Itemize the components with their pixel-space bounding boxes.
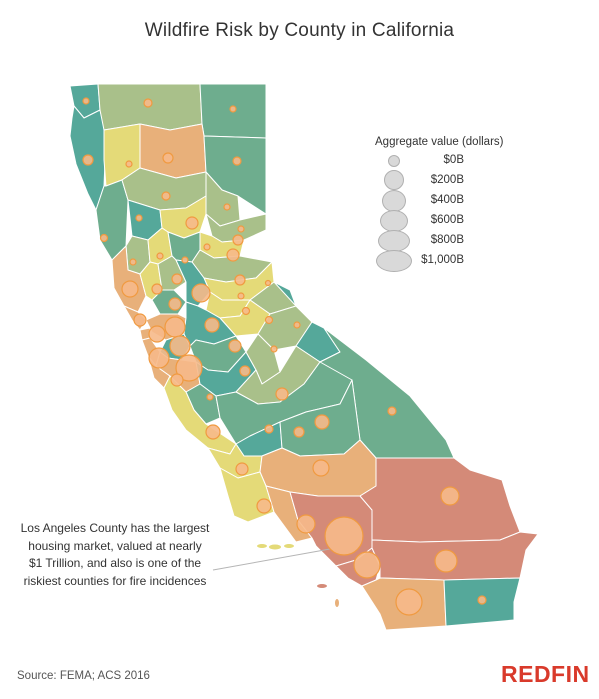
bubble-marin [133,313,147,327]
bubble-siskiyou [143,98,153,108]
bubble-san-bernardino [440,486,460,506]
bubble-alpine [264,279,272,287]
annotation-text: Los Angeles County has the largest housi… [20,521,210,588]
bubble-santa-barbara [256,498,272,514]
bubble-santa-clara [175,354,203,382]
county-shasta [139,123,207,179]
legend-label-1: $200B [430,174,464,186]
bubble-sutter [181,256,189,264]
bubble-san-luis-obispo [235,462,249,476]
bubble-san-francisco [148,325,166,343]
bubble-riverside [434,549,458,573]
legend-label-0: $0B [443,154,464,166]
bubble-san-benito [206,393,214,401]
county-san-bernardino [359,457,521,543]
island-catalina [317,584,327,588]
legend-bubble-5 [376,250,412,272]
value-bubbles [82,97,487,616]
bubble-shasta [162,152,174,164]
bubble-solano [168,297,182,311]
bubble-modoc [229,105,237,113]
bubble-placer [226,248,240,262]
bubble-mariposa [270,345,278,353]
bubble-tehama [161,191,171,201]
bubble-tuolumne [264,315,274,325]
bubble-humboldt [82,154,94,166]
bubble-sonoma [121,280,139,298]
bubble-sacramento [191,283,211,303]
bubble-inyo [387,406,397,416]
legend-label-2: $400B [430,194,464,206]
bubble-kern [312,459,330,477]
bubble-san-diego [395,588,423,616]
bubble-del-norte [82,97,90,105]
legend-bubble-1 [384,170,404,190]
bubble-los-angeles [324,516,364,556]
legend-label-4: $800B [430,234,464,246]
bubble-merced [239,365,251,377]
bubble-el-dorado [234,274,246,286]
legend-title: Aggregate value (dollars) [375,136,504,148]
legend-bubble-0 [388,155,400,167]
annotation-leader-line [212,548,331,571]
bubble-lassen [232,156,242,166]
redfin-logo: REDFIN [501,661,590,687]
bubble-kings [264,424,274,434]
bubble-calaveras [241,306,251,316]
bubble-ventura [296,514,316,534]
bubble-imperial [477,595,487,605]
map-title: Wildfire Risk by County in California [144,20,455,41]
legend-label-3: $600B [430,214,464,226]
bubble-glenn [135,214,143,222]
bubble-santa-cruz [170,373,184,387]
island-santa-cruz [284,544,294,548]
bubble-orange [353,551,381,579]
bubble-monterey [205,424,221,440]
bubble-san-joaquin [204,317,220,333]
bubble-mendocino [99,233,109,243]
bubble-nevada [232,234,244,246]
bubble-amador [237,292,245,300]
bubble-lake [129,258,137,266]
island-san-clemente [335,599,339,607]
bubble-trinity [125,160,133,168]
island-san-miguel [257,544,267,548]
bubble-tulare [293,426,305,438]
legend-bubble-2 [382,190,406,212]
bubble-san-mateo [148,347,170,369]
bubble-yuba [203,243,211,251]
bubble-alameda [169,335,191,357]
bubble-contra-costa [164,316,186,338]
bubble-stanislaus [228,339,242,353]
source-note: Source: FEMA; ACS 2016 [17,670,150,682]
bubble-mono [293,321,301,329]
bubble-butte [185,216,199,230]
bubble-plumas [223,203,231,211]
bubble-sierra [237,225,245,233]
legend-label-5: $1,000B [421,254,464,266]
island-santa-rosa [269,544,281,550]
bubble-napa [151,283,163,295]
bubble-colusa [156,252,164,260]
bubble-fresno [314,414,330,430]
channel-islands [257,544,339,607]
bubble-madera [275,387,289,401]
bubble-yolo [171,273,183,285]
